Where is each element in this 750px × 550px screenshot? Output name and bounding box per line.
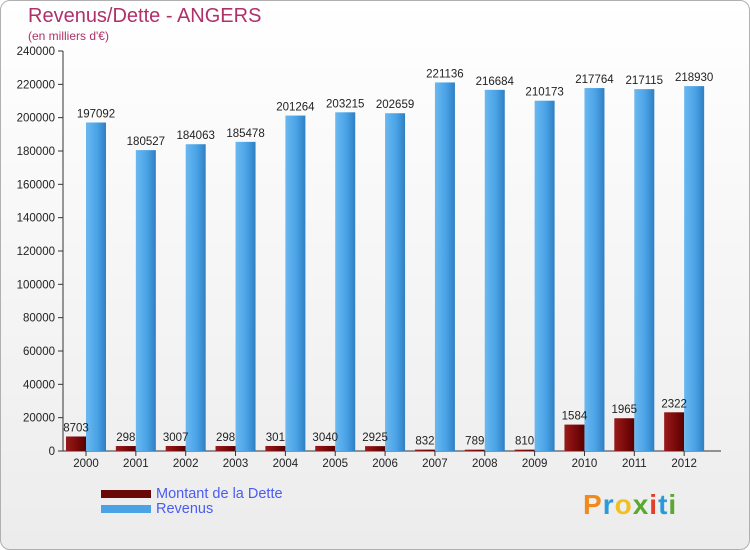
- data-label-revenus: 201264: [276, 102, 315, 114]
- y-tick-label: 160000: [17, 179, 55, 191]
- bar-dette: [265, 445, 286, 451]
- data-labels: 8703 197092 298 180527 3007 184063 298 185478 30…: [63, 68, 713, 447]
- data-label-dette: 298: [116, 432, 135, 444]
- y-tick-label: 120000: [17, 246, 55, 258]
- y-tick-label: 80000: [23, 313, 55, 325]
- y-tick-label: 140000: [17, 213, 55, 225]
- bar-revenus: [434, 82, 455, 451]
- x-tick-label: 2009: [522, 458, 548, 470]
- data-label-dette: 298: [216, 432, 235, 444]
- data-label-dette: 2925: [362, 432, 388, 444]
- data-label-dette: 8703: [63, 422, 89, 434]
- data-label-dette: 810: [515, 436, 534, 448]
- bar-dette: [464, 449, 485, 451]
- x-tick-label: 2005: [322, 458, 348, 470]
- proxiti-logo: Proxiti: [583, 489, 678, 520]
- data-label-revenus: 202659: [376, 99, 414, 111]
- bar-revenus: [634, 89, 655, 452]
- data-label-revenus: 216684: [476, 76, 515, 88]
- x-tick-label: 2007: [422, 458, 448, 470]
- y-tick-label: 60000: [23, 346, 55, 358]
- y-tick-label: 100000: [17, 279, 55, 291]
- bar-revenus: [235, 141, 256, 451]
- data-label-revenus: 180527: [127, 136, 165, 148]
- bar-revenus: [86, 122, 106, 451]
- bar-revenus: [584, 88, 605, 451]
- x-tick-label: 2002: [173, 458, 199, 470]
- bar-revenus: [684, 86, 705, 451]
- y-tick-label: 240000: [17, 46, 55, 58]
- bars: [66, 82, 705, 452]
- x-tick-label: 2008: [472, 458, 498, 470]
- bar-dette: [664, 412, 685, 451]
- data-label-revenus: 221136: [426, 68, 464, 80]
- bar-dette: [514, 449, 535, 451]
- bar-dette: [614, 418, 635, 451]
- bar-revenus: [534, 100, 555, 451]
- bar-dette: [115, 446, 136, 451]
- y-tick-label: 0: [49, 446, 55, 458]
- bar-revenus: [135, 150, 156, 451]
- data-label-revenus: 217115: [626, 75, 664, 87]
- bar-revenus: [185, 144, 206, 451]
- data-label-dette: 1584: [562, 411, 588, 423]
- bar-dette: [564, 424, 585, 451]
- bar-revenus: [484, 89, 505, 452]
- x-tick-label: 2004: [273, 458, 299, 470]
- x-tick-label: 2003: [223, 458, 249, 470]
- data-label-revenus: 218930: [675, 72, 713, 84]
- data-label-revenus: 210173: [525, 87, 563, 99]
- x-tick-label: 2006: [372, 458, 398, 470]
- data-label-dette: 301: [266, 432, 285, 444]
- y-tick-label: 180000: [17, 146, 55, 158]
- x-tick-label: 2010: [572, 458, 598, 470]
- legend-label-debt: Montant de la Dette: [156, 486, 283, 502]
- data-label-revenus: 217764: [575, 74, 614, 86]
- bar-dette: [66, 436, 86, 451]
- axes: 0 20000 40000 60000 80000 100000 120000 140000 1…: [17, 46, 721, 470]
- y-tick-label: 220000: [17, 79, 55, 91]
- bar-revenus: [285, 115, 306, 451]
- x-tick-label: 2001: [123, 458, 149, 470]
- x-tick-label: 2012: [671, 458, 697, 470]
- legend-swatch-debt: [101, 490, 151, 498]
- data-label-revenus: 184063: [177, 130, 215, 142]
- chart-subtitle: (en milliers d'€): [28, 29, 109, 43]
- data-label-dette: 789: [465, 436, 484, 448]
- legend-swatch-revenus: [101, 505, 151, 513]
- bar-dette: [215, 446, 236, 451]
- bar-revenus: [335, 112, 356, 451]
- chart-title: Revenus/Dette - ANGERS: [28, 5, 262, 27]
- bar-dette: [315, 445, 336, 451]
- x-tick-label: 2000: [73, 458, 99, 470]
- y-tick-label: 200000: [17, 113, 55, 125]
- data-label-dette: 3007: [163, 432, 189, 444]
- y-tick-label: 40000: [23, 379, 55, 391]
- bar-revenus: [385, 113, 406, 452]
- data-label-dette: 832: [415, 436, 434, 448]
- data-label-revenus: 197092: [77, 109, 115, 121]
- data-label-revenus: 203215: [326, 98, 364, 110]
- x-tick-label: 2011: [622, 458, 647, 470]
- legend-label-revenus: Revenus: [156, 501, 214, 517]
- bar-dette: [365, 446, 386, 451]
- bar-dette: [165, 445, 186, 451]
- data-label-dette: 1965: [612, 404, 638, 416]
- data-label-dette: 3040: [312, 432, 338, 444]
- y-tick-label: 20000: [23, 413, 55, 425]
- data-label-dette: 2322: [661, 398, 687, 410]
- bar-dette: [414, 449, 435, 451]
- data-label-revenus: 185478: [226, 128, 264, 140]
